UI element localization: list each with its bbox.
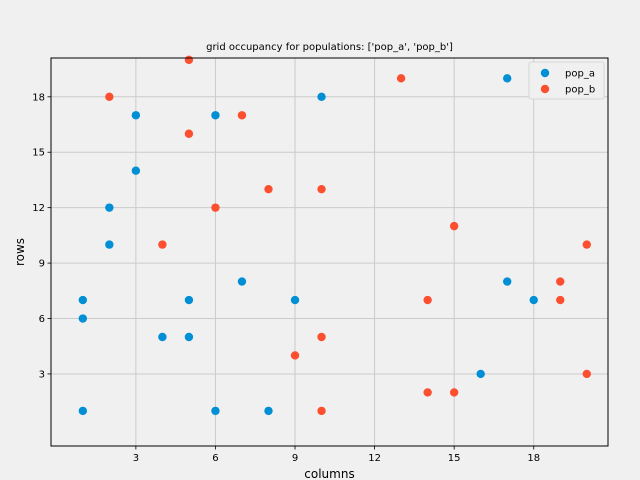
data-point-pop_b [184, 55, 194, 65]
y-tick-label: 12 [32, 203, 45, 214]
y-tick-label: 15 [32, 148, 45, 159]
data-point-pop_b [184, 129, 194, 138]
data-point-pop_a [503, 74, 512, 83]
data-point-pop_b [582, 240, 591, 249]
data-point-pop_b [264, 184, 273, 194]
data-point-pop_a [105, 240, 114, 249]
data-point-pop_a [78, 314, 88, 323]
data-point-pop_a [105, 203, 114, 212]
legend-marker-pop_b [540, 84, 550, 94]
data-point-pop_b [449, 388, 459, 397]
x-tick-label: 12 [368, 453, 381, 464]
plot-frame [50, 57, 609, 447]
data-point-pop_b [211, 203, 220, 212]
data-point-pop_a [78, 406, 88, 416]
y-axis-label: rows [13, 238, 27, 266]
x-axis-label: columns [304, 467, 354, 480]
data-point-pop_a [78, 295, 88, 305]
data-point-pop_b [423, 295, 432, 305]
data-point-pop_a [529, 295, 538, 305]
axis-ticks: 3 6 9 12 15 18 3 6 9 12 15 18 [32, 92, 540, 464]
data-point-pop_a [131, 111, 141, 120]
data-point-pop_b [237, 111, 247, 120]
x-tick-label: 15 [448, 453, 461, 464]
data-point-pop_a [211, 111, 220, 120]
legend-marker-pop_a [540, 68, 550, 78]
legend-label-pop_a: pop_a [565, 69, 595, 80]
data-point-pop_b [396, 74, 406, 83]
plot-area [51, 58, 608, 446]
data-point-pop_b [449, 221, 459, 231]
data-point-pop_b [158, 240, 167, 249]
data-point-pop_b [317, 332, 326, 342]
data-point-pop_a [476, 369, 485, 379]
data-point-pop_a [290, 295, 300, 305]
data-point-pop_b [556, 295, 565, 305]
data-point-pop_a [184, 295, 194, 305]
data-point-pop_a [131, 166, 141, 175]
data-point-pop_b [317, 184, 326, 194]
data-point-pop_a [264, 406, 273, 416]
grid-lines [51, 58, 608, 446]
data-point-pop_a [237, 277, 247, 286]
data-point-pop_b [423, 388, 432, 397]
series-pop_b [105, 55, 591, 416]
data-point-pop_b [317, 406, 326, 416]
data-points [78, 55, 591, 416]
y-tick-label: 6 [39, 314, 45, 325]
data-point-pop_a [317, 92, 326, 102]
data-point-pop_a [211, 406, 220, 416]
y-tick-label: 3 [39, 369, 45, 380]
y-tick-label: 18 [32, 92, 45, 103]
x-tick-label: 9 [292, 453, 298, 464]
data-point-pop_b [105, 92, 114, 102]
legend-label-pop_b: pop_b [565, 85, 595, 96]
legend: pop_a pop_b [528, 61, 605, 100]
series-pop_a [78, 74, 538, 416]
y-tick-label: 9 [39, 259, 45, 270]
data-point-pop_a [184, 332, 194, 342]
x-tick-label: 18 [527, 453, 540, 464]
x-tick-label: 6 [212, 453, 218, 464]
data-point-pop_b [582, 369, 591, 379]
data-point-pop_b [290, 351, 300, 360]
x-tick-label: 3 [133, 453, 139, 464]
data-point-pop_a [158, 332, 167, 342]
data-point-pop_b [556, 277, 565, 286]
data-point-pop_a [503, 277, 512, 286]
chart-title: grid occupancy for populations: ['pop_a'… [206, 42, 453, 53]
